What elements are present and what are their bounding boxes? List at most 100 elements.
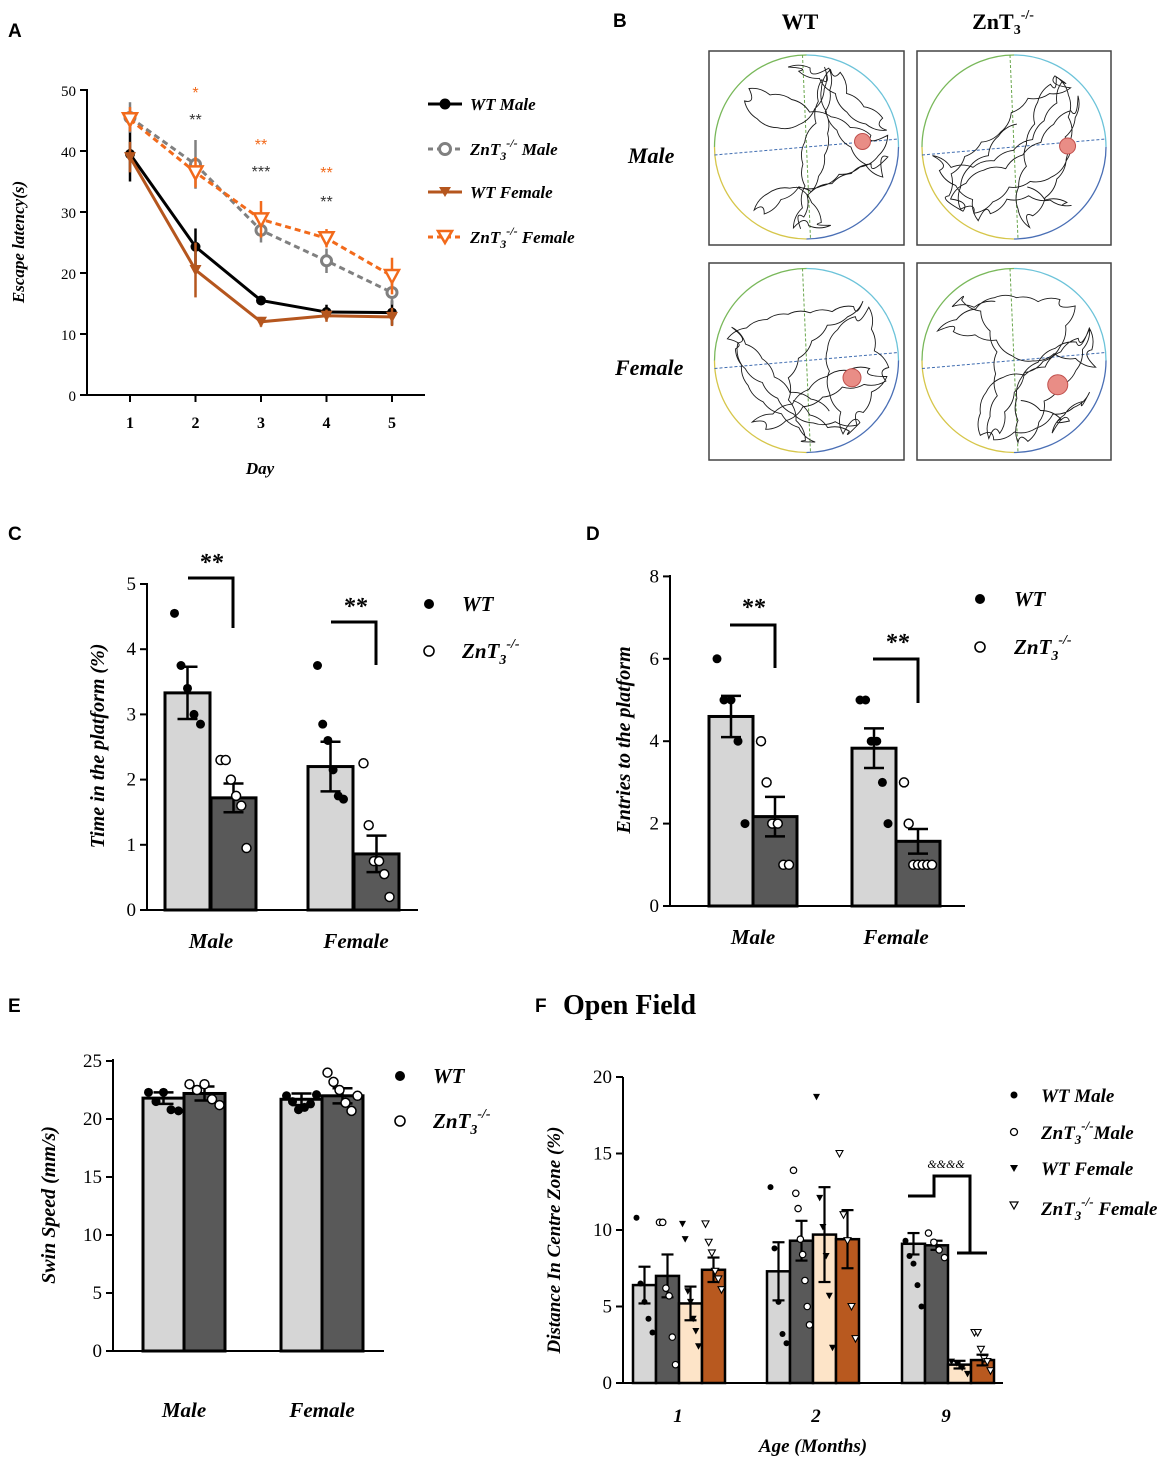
c-y-tick-label: 4 [127,639,137,660]
f-y-ticks: 0 5 10 15 20 [593,1067,623,1394]
data-point [214,1099,225,1111]
b-pool-arc [806,267,900,361]
data-point [323,735,333,745]
e-cat-female: Female [288,1398,354,1422]
f-bar [788,1239,815,1385]
c-sig-male: ** [199,550,224,576]
f-point [948,1358,955,1366]
f-point [839,1211,848,1220]
c-legend-zn-sup: -/- [506,637,520,652]
data-point [196,719,205,729]
e-cat-male: Male [161,1398,206,1422]
a-legend-tail: Female [518,228,576,247]
data-point [384,891,395,903]
data-point [328,1076,339,1088]
f-cat-1: 1 [673,1406,683,1427]
a-point-wt-female [124,152,136,164]
c-cat-male: Male [188,929,233,953]
f-point [783,1340,790,1347]
b-pool-arc [713,267,807,361]
c-bar [209,796,258,912]
c-legend-wt-marker [424,599,434,609]
f-point [684,1288,692,1295]
data-point [176,661,186,670]
a-sig-orange: ** [320,165,332,182]
a-y-tick-label: 50 [61,84,76,100]
d-legend-zn-marker [974,641,986,653]
data-point [358,758,369,769]
b-col-zn-sub: 3 [1014,23,1021,38]
b-box-frame [708,50,905,246]
data-point [334,1084,345,1096]
d-legend-zn-sup: -/- [1058,633,1072,648]
c-y-tick-label: 2 [127,770,137,791]
d-cat-female: Female [862,925,928,949]
svg-text:ZnT3-/-: ZnT3-/- [972,8,1034,38]
d-legend-wt: WT [1014,587,1047,611]
a-series [120,102,402,328]
panel-label-f: F [535,996,547,1017]
b-row-male: Male [627,143,675,168]
f-y-tick-label: 10 [593,1220,612,1241]
f-point [649,1329,656,1336]
f-sig-annotation: &&&& [927,1157,965,1171]
f-point [701,1220,710,1229]
f-point [633,1214,640,1221]
f-y-tick-label: 20 [593,1067,612,1088]
e-y-tick-label: 20 [83,1109,102,1130]
b-pool-arc [713,54,807,148]
f-legend-label: WT Female [1041,1159,1134,1180]
f-point [910,1260,917,1267]
c-legend: WT ZnT3-/- [423,592,520,668]
a-legend-label: WT Female [470,183,553,202]
f-point [843,1237,852,1246]
f-bar [923,1244,950,1385]
c-legend-zn: ZnT [461,639,501,663]
f-point [930,1238,938,1247]
f-point [645,1315,652,1322]
f-point [695,1343,702,1350]
d-y-label: Entries to the platform [613,646,635,834]
a-x-tick-label: 5 [388,415,396,432]
data-point [877,777,887,787]
data-point [755,735,767,747]
data-point [236,800,247,811]
b-platform [854,133,871,150]
f-point [829,1344,836,1352]
data-point [883,819,893,829]
data-point [174,1106,183,1116]
f-legend-marker [1010,1165,1018,1172]
f-point [958,1364,966,1372]
panel-label-d: D [586,524,600,545]
a-legend-sup: -/- [506,224,517,238]
f-point [662,1284,670,1292]
b-pool-arc [1013,360,1107,454]
a-x-label: Day [245,459,275,478]
data-point [288,1097,297,1107]
d-y-tick-label: 6 [650,649,660,670]
a-y-label: Escape latency(s) [9,181,28,304]
b-swim-path [743,64,889,230]
c-legend-wt: WT [462,592,495,616]
b-pool-arc [713,146,807,240]
f-point [681,1236,689,1243]
c-legend-zn-marker [423,645,435,657]
data-point [151,1097,161,1107]
data-point [191,1084,203,1096]
f-point [704,1238,714,1247]
f-point [671,1360,680,1369]
a-sig-orange: ** [255,137,267,154]
f-point [803,1302,812,1311]
e-bar [182,1091,227,1353]
a-annotations: ******** **** [189,85,332,211]
d-y-tick-label: 0 [650,896,660,917]
b-pool-arc [921,54,1015,148]
data-point [903,818,914,829]
panel-d-bar-chart: 0 2 4 6 8 Entries to the platform Male Femal… [613,566,1072,949]
c-sig-female: ** [343,594,368,620]
f-point [710,1267,720,1276]
f-point [794,1204,802,1213]
panel-c-bar-chart: 0 1 2 3 4 5 Time in the platform (%) Male Fem… [87,550,520,953]
a-legend-label: ZnT [469,228,501,247]
